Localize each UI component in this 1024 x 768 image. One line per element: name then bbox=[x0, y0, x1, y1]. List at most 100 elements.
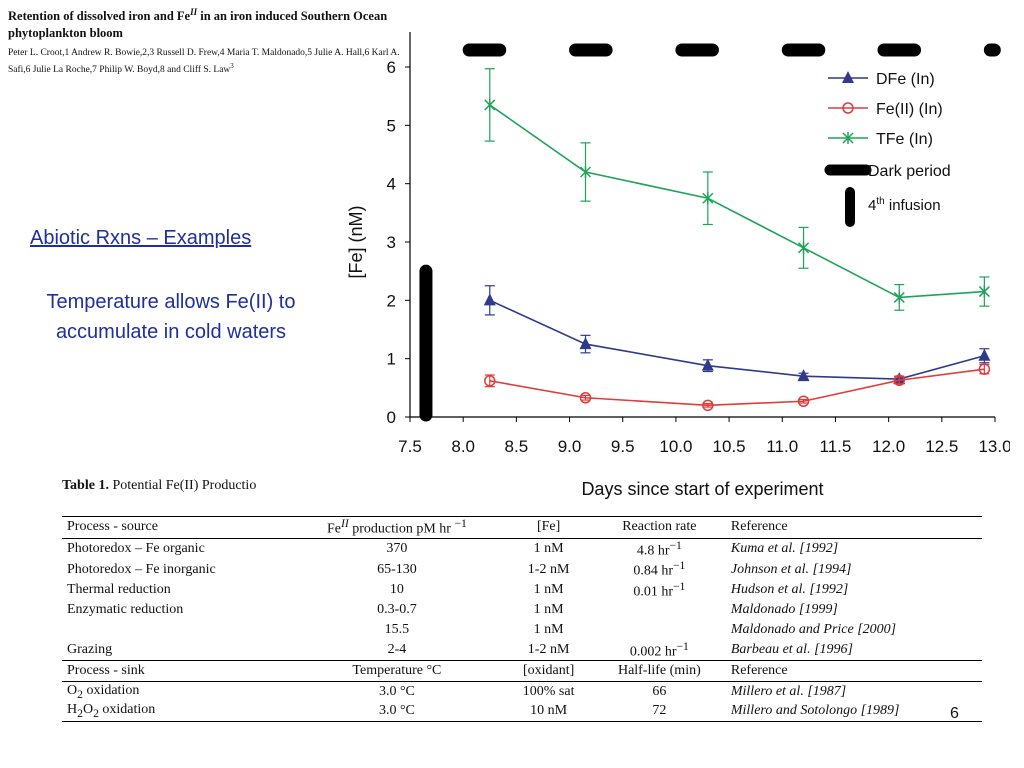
table-cell: 10 nM bbox=[504, 701, 593, 722]
table-cell: 0.01 hr−1 bbox=[633, 579, 686, 600]
x-tick-label: 9.0 bbox=[558, 437, 582, 456]
table-cell: Temperature °C bbox=[289, 660, 505, 682]
table-cell: Reference bbox=[725, 516, 982, 539]
table-cell: [oxidant] bbox=[504, 660, 593, 682]
table-cell: 72 bbox=[592, 701, 726, 722]
table-cell: Millero et al. [1987] bbox=[730, 683, 847, 699]
x-tick-label: 8.0 bbox=[451, 437, 475, 456]
table-cell: 65-130 bbox=[377, 561, 417, 577]
data-point bbox=[484, 98, 496, 111]
table-cell: Thermal reduction bbox=[67, 582, 171, 598]
data-point bbox=[483, 293, 496, 306]
data-point bbox=[701, 358, 714, 371]
table-cell: Half-life (min) bbox=[592, 660, 726, 682]
table-row: H2O2 oxidation 3.0 °C 10 nM 72 Millero and S… bbox=[62, 701, 982, 722]
table-cell: 370 bbox=[386, 540, 408, 556]
data-point bbox=[797, 369, 810, 382]
table-row: Grazing 2-4 1-2 nM 0.002 hr−1 Barbeau et al.… bbox=[62, 640, 982, 661]
table-cell bbox=[593, 620, 726, 640]
table-cell: 1 nM bbox=[533, 540, 564, 556]
x-tick-label: 10.5 bbox=[713, 437, 746, 456]
table-cell: 1 nM bbox=[533, 621, 564, 637]
iron-concentration-chart: 7.5 8.0 8.5 9.0 9.5 10.0 10.5 11.0 11.5 12.0 12.5 1… bbox=[346, 32, 1010, 499]
table-cell: 3.0 °C bbox=[378, 683, 415, 699]
legend-dark-label: Dark period bbox=[868, 163, 951, 180]
table-cell: Millero and Sotolongo [1989] bbox=[725, 701, 982, 722]
x-tick-label: 12.0 bbox=[872, 437, 905, 456]
table-caption: Table 1. Potential Fe(II) Productio bbox=[62, 476, 328, 500]
legend-label: DFe (In) bbox=[876, 71, 935, 88]
table-cell: 0.002 hr−1 bbox=[629, 639, 689, 660]
table-cell: 100% sat bbox=[522, 683, 575, 699]
table-caption-text: Potential Fe(II) Productio bbox=[112, 478, 257, 493]
table-cell: O2 oxidation bbox=[67, 682, 140, 701]
data-point bbox=[797, 395, 810, 407]
data-point bbox=[579, 392, 592, 404]
table-row: Photoredox – Fe inorganic 65-130 1-2 nM 0.8… bbox=[62, 559, 982, 580]
table-caption-label: Table 1. bbox=[62, 478, 109, 493]
legend-label: TFe (In) bbox=[876, 131, 933, 148]
table-cell: Process - source bbox=[62, 516, 290, 539]
legend-marker bbox=[842, 132, 854, 144]
table-header-row: Process - source FeII production pM hr −1… bbox=[62, 516, 982, 539]
table-row: Enzymatic reduction 0.3-0.7 1 nM Maldonado … bbox=[62, 601, 982, 621]
legend-marker bbox=[842, 71, 854, 83]
table-cell: Reaction rate bbox=[592, 516, 726, 539]
table-cell: Enzymatic reduction bbox=[67, 602, 184, 618]
table-cell: Kuma et al. [1992] bbox=[730, 540, 839, 556]
x-tick-label: 8.5 bbox=[505, 437, 529, 456]
data-point bbox=[702, 399, 714, 412]
slide-body-text: Temperature allows Fe(II) to accumulate … bbox=[46, 291, 296, 343]
data-point bbox=[978, 363, 991, 375]
fe-production-table: Process - source FeII production pM hr −1… bbox=[62, 516, 982, 722]
slide-heading[interactable]: Abiotic Rxns – Examples bbox=[30, 227, 252, 249]
x-tick-label: 11.0 bbox=[766, 437, 798, 456]
data-point bbox=[702, 192, 714, 205]
table-cell: 0.3-0.7 bbox=[377, 602, 417, 618]
table-cell: 1 nM bbox=[533, 582, 564, 598]
data-point bbox=[978, 348, 991, 361]
legend-label: Fe(II) (In) bbox=[876, 101, 943, 118]
table-row: 15.5 1 nM Maldonado and Price [2000] bbox=[62, 620, 982, 640]
table-cell: FeII production pM hr −1 bbox=[289, 516, 505, 539]
x-tick-label: 9.5 bbox=[611, 437, 635, 456]
table-cell: Photoredox – Fe organic bbox=[67, 540, 205, 556]
y-tick-label: 6 bbox=[387, 58, 396, 77]
series-line bbox=[489, 104, 985, 299]
data-point bbox=[893, 291, 905, 304]
y-tick-label: 0 bbox=[387, 408, 396, 427]
table-cell: Barbeau et al. [1996] bbox=[730, 641, 853, 657]
data-point bbox=[893, 374, 906, 386]
table-cell: [Fe] bbox=[504, 516, 593, 539]
y-tick-label: 4 bbox=[387, 175, 396, 194]
table-cell: 2-4 bbox=[387, 641, 407, 657]
table-row: Photoredox – Fe organic 370 1 nM 4.8 hr−1 Ku… bbox=[62, 538, 982, 559]
table-cell: 1 nM bbox=[533, 602, 564, 618]
y-tick-label: 3 bbox=[387, 233, 396, 252]
table-cell: Process - sink bbox=[62, 660, 290, 682]
legend-marker bbox=[842, 102, 854, 114]
table-cell: Maldonado [1999] bbox=[730, 602, 838, 618]
data-point bbox=[978, 285, 990, 298]
y-axis-label: [Fe] (nM) bbox=[346, 205, 366, 278]
legend-infusion-label: 4th infusion bbox=[868, 196, 941, 214]
table-row: O2 oxidation 3.0 °C 100% sat 66 Millero et a… bbox=[62, 681, 982, 701]
table-cell: 4.8 hr−1 bbox=[636, 538, 682, 559]
table-cell bbox=[593, 601, 726, 621]
series-line bbox=[489, 368, 985, 407]
table-cell: 3.0 °C bbox=[289, 701, 505, 722]
table-header-row: Process - sink Temperature °C [oxidant] Hal… bbox=[62, 660, 982, 682]
table-cell: 66 bbox=[652, 683, 667, 699]
table-row: Thermal reduction 10 1 nM 0.01 hr−1 Hudson e… bbox=[62, 580, 982, 601]
data-point bbox=[798, 241, 810, 254]
table-cell: 0.84 hr−1 bbox=[633, 559, 686, 579]
x-tick-label: 12.5 bbox=[925, 437, 958, 456]
table-cell: 1-2 nM bbox=[527, 561, 570, 577]
data-point bbox=[484, 375, 496, 387]
y-tick-label: 2 bbox=[387, 291, 396, 310]
paper-title: Retention of dissolved iron and FeII in … bbox=[8, 7, 388, 41]
table-cell: 15.5 bbox=[384, 621, 410, 637]
x-axis-label: Days since start of experiment bbox=[581, 479, 823, 499]
data-point bbox=[579, 166, 592, 178]
table-cell: 10 bbox=[389, 582, 404, 598]
